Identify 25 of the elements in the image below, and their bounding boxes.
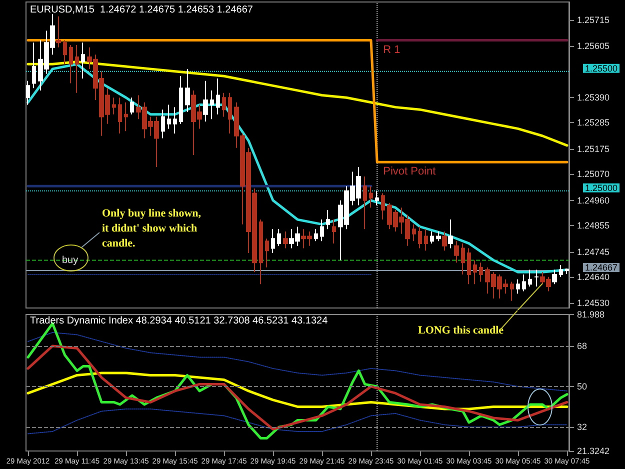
annotation: LONG this candle <box>418 324 504 336</box>
ref-line-label: 1.25000 <box>585 182 618 193</box>
y-tick-label: 1.25605 <box>577 41 610 52</box>
chart-title: EURUSD,M15 1.24672 1.24675 1.24653 1.24667 <box>30 4 254 16</box>
y-tick-label: 21.3242 <box>577 446 610 456</box>
ref-line-label: 1.24667 <box>585 262 618 272</box>
y-tick-label: 1.24960 <box>577 195 610 206</box>
y-tick-label: 32 <box>577 422 588 432</box>
y-tick-label: 1.24745 <box>577 246 610 257</box>
y-tick-label: 1.25285 <box>577 118 610 128</box>
y-tick-label: 1.24640 <box>577 272 610 282</box>
y-tick-label: 1.25390 <box>577 92 610 103</box>
series-label: Pivot Point <box>383 166 436 178</box>
y-tick-label: 50 <box>577 381 588 392</box>
y-tick-label: 1.24530 <box>577 298 610 308</box>
y-tick-label: 1.25070 <box>577 169 610 180</box>
y-tick-label: 1.24855 <box>577 220 610 231</box>
ref-line-label: 1.25500 <box>585 63 618 74</box>
y-tick-label: 68 <box>577 340 588 351</box>
y-tick-label: 1.25715 <box>577 14 610 25</box>
annotation: Only buy line shown, it didnt' show which candle. <box>102 208 202 250</box>
series-label: R 1 <box>383 44 400 56</box>
y-tick-label: 81.988 <box>577 310 605 320</box>
chart-title: Traders Dynamic Index 48.2934 40.5121 32.7308 46.5231 43.1324 <box>30 316 328 326</box>
y-tick-label: 1.25175 <box>577 144 610 154</box>
